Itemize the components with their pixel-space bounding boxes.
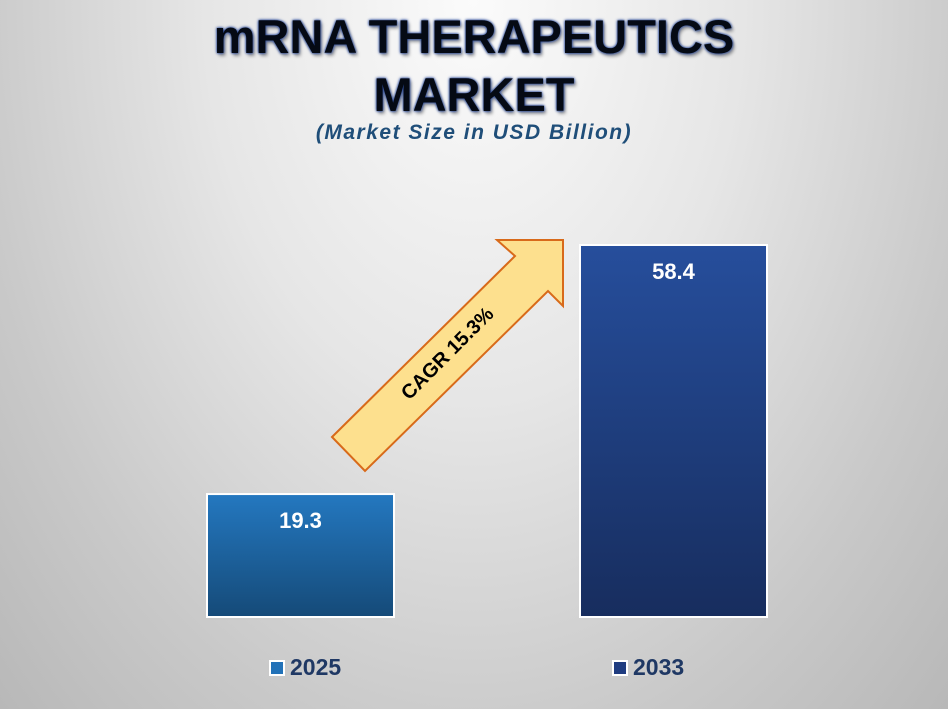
- legend-label: 2025: [290, 654, 342, 680]
- chart-subtitle: (Market Size in USD Billion): [315, 121, 633, 144]
- data-label-2025: 19.3: [279, 508, 322, 533]
- legend-swatch: [269, 659, 285, 676]
- data-label-2033: 58.4: [652, 259, 696, 284]
- legend-swatch: [612, 659, 628, 676]
- bar-2025: [206, 493, 395, 618]
- bar-2033: [579, 244, 768, 618]
- chart-title-line-1: mRNA THERAPEUTICS: [213, 10, 735, 63]
- cagr-arrow: [330, 239, 564, 473]
- legend-item-2025: 2025: [269, 654, 341, 681]
- legend-label: 2033: [633, 654, 685, 680]
- legend-item-2033: 2033: [612, 654, 684, 681]
- chart-title-line-2: MARKET: [373, 68, 575, 121]
